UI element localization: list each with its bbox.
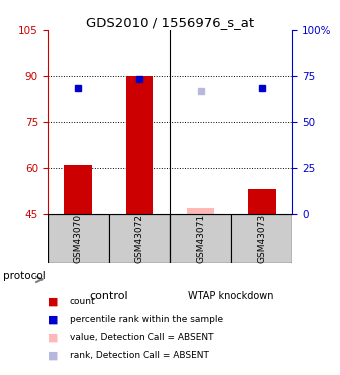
Text: GSM43071: GSM43071 <box>196 214 205 262</box>
Text: ■: ■ <box>48 333 58 343</box>
Bar <box>231 214 292 262</box>
Bar <box>109 214 170 262</box>
Bar <box>187 208 214 214</box>
Title: GDS2010 / 1556976_s_at: GDS2010 / 1556976_s_at <box>86 16 254 29</box>
Text: ■: ■ <box>48 351 58 361</box>
Text: WTAP knockdown: WTAP knockdown <box>188 291 274 301</box>
Text: GSM43072: GSM43072 <box>135 214 144 262</box>
Text: GSM43073: GSM43073 <box>257 214 266 262</box>
Bar <box>48 214 109 262</box>
Bar <box>248 189 275 214</box>
Bar <box>65 165 92 214</box>
Text: ■: ■ <box>48 297 58 307</box>
Text: ■: ■ <box>48 315 58 325</box>
Text: GSM43070: GSM43070 <box>74 214 83 262</box>
Text: count: count <box>70 297 95 306</box>
Bar <box>170 214 231 262</box>
Text: control: control <box>89 291 128 301</box>
Text: rank, Detection Call = ABSENT: rank, Detection Call = ABSENT <box>70 351 208 360</box>
Bar <box>126 76 153 214</box>
Text: value, Detection Call = ABSENT: value, Detection Call = ABSENT <box>70 333 213 342</box>
Text: protocol: protocol <box>3 271 46 280</box>
Text: percentile rank within the sample: percentile rank within the sample <box>70 315 223 324</box>
